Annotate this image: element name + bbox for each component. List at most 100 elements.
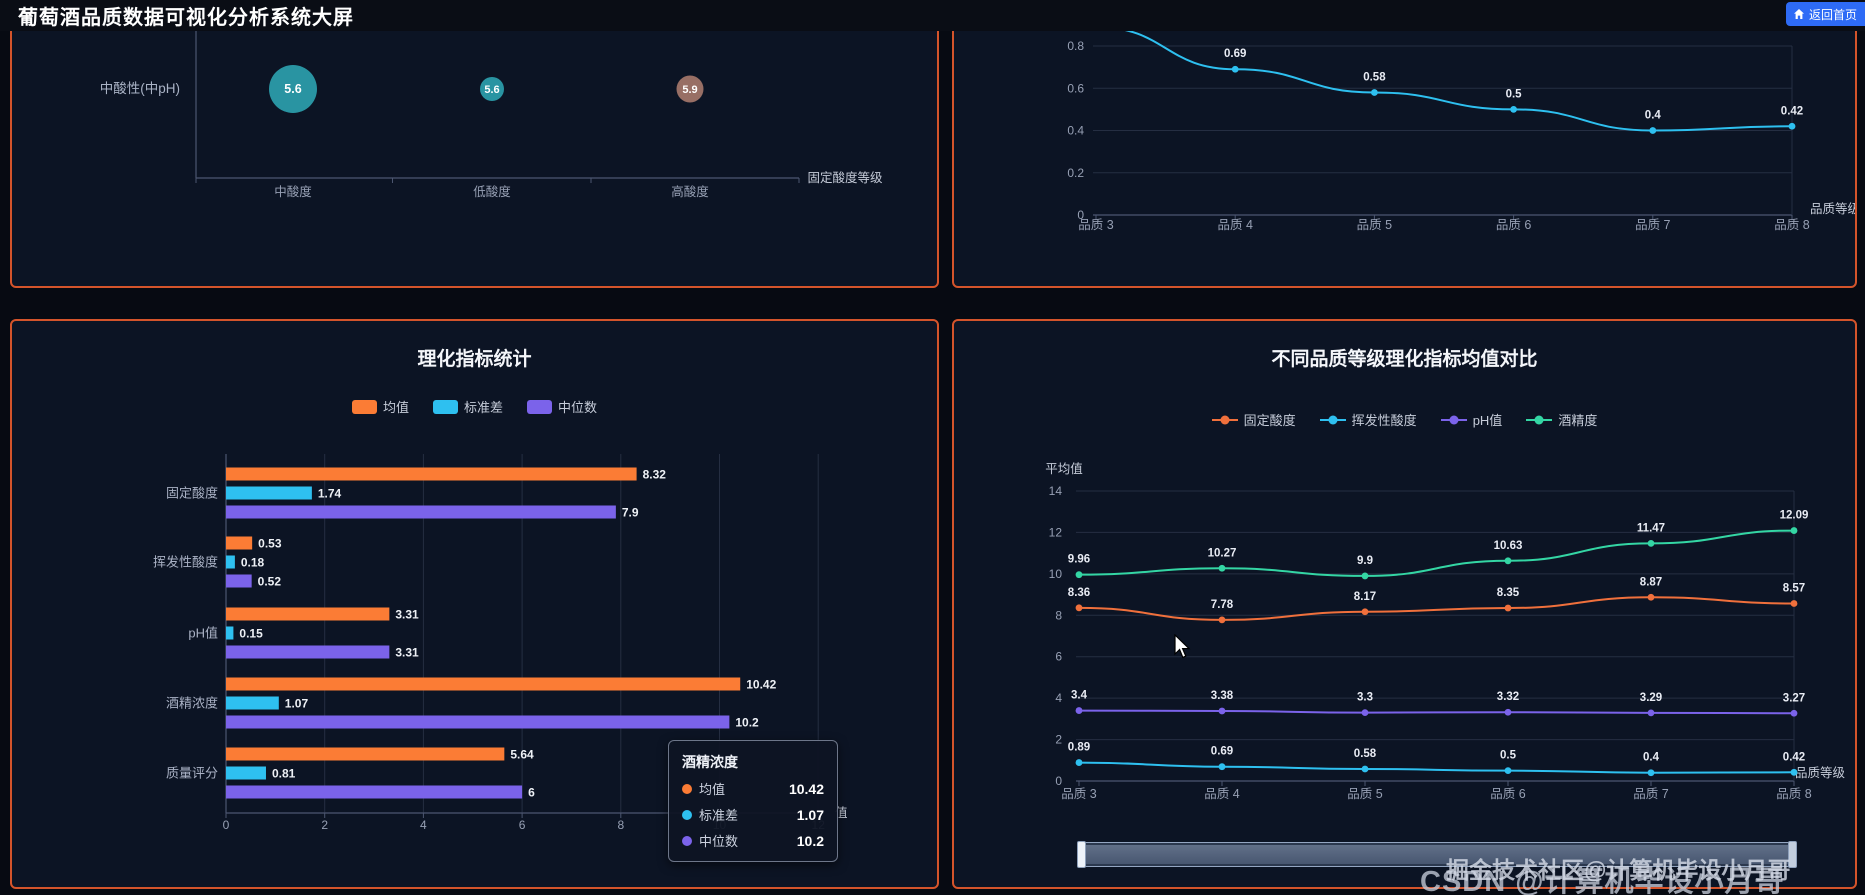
bar[interactable] (226, 766, 266, 780)
value-label: 0.42 (1781, 105, 1803, 117)
chart-tooltip: 酒精浓度 均值 10.42 标准差 1.07 中位数 10.2 (668, 740, 838, 862)
data-point[interactable] (1361, 572, 1369, 580)
bar[interactable] (226, 645, 390, 659)
volatile-by-quality-chart[interactable]: 0 0.2 0.4 0.6 0.8 品质 3 品质 4 品质 5 品质 6 品质 7 品质 8品质等… (954, 0, 1855, 286)
data-zoom-left-handle[interactable] (1077, 841, 1086, 868)
bubble-value-label: 5.6 (484, 84, 499, 96)
series-line (1078, 596, 1795, 621)
bar[interactable] (226, 555, 235, 569)
bubble-point[interactable] (676, 75, 704, 103)
data-point[interactable] (1371, 89, 1378, 96)
series-line (1078, 761, 1795, 774)
stats-bar-chart[interactable]: 024681012值固定酸度挥发性酸度pH值酒精浓度质量评分8.320.533.… (12, 321, 937, 887)
bubble-point[interactable] (269, 65, 317, 113)
value-label: 9.9 (1357, 555, 1373, 567)
data-point[interactable] (1361, 709, 1369, 717)
legend-item-酒精度[interactable]: 酒精度 (1526, 410, 1597, 429)
return-home-button[interactable]: 返回首页 (1785, 2, 1865, 26)
data-point[interactable] (1218, 564, 1226, 572)
bar-series-均值: 8.32 0.53 3.31 10.42 5.64 (226, 467, 777, 762)
bar[interactable] (226, 677, 741, 691)
legend-item-pH值[interactable]: pH值 (1440, 410, 1502, 429)
data-point[interactable] (1218, 616, 1226, 624)
y-category-label: 中酸性(中pH) (100, 81, 180, 96)
data-point[interactable] (1361, 608, 1369, 616)
bar[interactable] (226, 715, 730, 729)
bar[interactable] (226, 696, 279, 710)
bubble-value-label: 5.9 (682, 84, 697, 96)
category-label: pH值 (188, 626, 218, 641)
data-point[interactable] (1790, 600, 1798, 607)
value-label: 0.4 (1645, 110, 1662, 122)
data-point[interactable] (1218, 763, 1226, 771)
legend-item-挥发性酸度[interactable]: 挥发性酸度 (1319, 410, 1417, 429)
legend-item-标准差[interactable]: 标准差 (432, 397, 503, 416)
legend-item-中位数[interactable]: 中位数 (527, 397, 597, 416)
bar[interactable] (226, 747, 505, 761)
value-label: 9.96 (1068, 554, 1090, 566)
data-point[interactable] (1504, 767, 1512, 775)
data-point[interactable] (1075, 759, 1083, 766)
x-tick-label: 品质 8 (1776, 787, 1811, 801)
x-tick-label: 4 (420, 818, 427, 832)
data-point[interactable] (1510, 105, 1517, 113)
tooltip-series-dot (682, 783, 692, 794)
tooltip-row: 中位数 10.2 (682, 831, 824, 850)
bar-value-label: 10.42 (746, 678, 776, 692)
data-point[interactable] (1647, 709, 1655, 717)
data-point[interactable] (1790, 527, 1798, 534)
tooltip-title: 酒精浓度 (682, 754, 738, 770)
data-point[interactable] (1504, 557, 1512, 565)
data-point[interactable] (1649, 127, 1657, 134)
data-point[interactable] (1504, 708, 1512, 716)
x-tick-label: 品质 7 (1633, 787, 1668, 801)
legend-item-固定酸度[interactable]: 固定酸度 (1211, 410, 1296, 429)
compare-line-chart[interactable]: 0 2 4 6 8 10 12 14 品质 3 品质 4 品质 5 品质 6 品质 7 品质 8 品质等级 平… (954, 321, 1855, 887)
bar-value-label: 6 (528, 786, 535, 800)
legend-marker (1211, 415, 1238, 424)
data-point[interactable] (1647, 593, 1655, 601)
bar[interactable] (226, 574, 252, 588)
bar-value-label: 0.52 (258, 575, 282, 589)
data-point[interactable] (1647, 769, 1655, 777)
legend-label: 标准差 (463, 400, 503, 415)
value-label: 3.4 (1071, 690, 1088, 702)
legend-marker (432, 399, 458, 414)
data-point[interactable] (1788, 122, 1796, 130)
bar[interactable] (226, 607, 390, 621)
data-point[interactable] (1504, 604, 1512, 612)
tooltip-row: 标准差 1.07 (682, 805, 824, 824)
data-point[interactable] (1790, 709, 1798, 717)
value-label: 8.36 (1068, 587, 1090, 599)
data-point[interactable] (1647, 540, 1655, 547)
bar[interactable] (226, 505, 616, 519)
tooltip-series-dot (682, 835, 692, 846)
legend-item-均值[interactable]: 均值 (351, 397, 409, 416)
data-zoom-slider[interactable] (1077, 841, 1797, 868)
bar[interactable] (226, 626, 234, 640)
bar[interactable] (226, 467, 637, 481)
home-button-label: 返回首页 (1808, 7, 1857, 22)
data-point[interactable] (1075, 707, 1083, 714)
bar[interactable] (226, 785, 523, 799)
data-point[interactable] (1231, 65, 1239, 73)
data-zoom-right-handle[interactable] (1788, 841, 1797, 868)
data-point[interactable] (1790, 768, 1798, 776)
value-label: 0.69 (1211, 746, 1233, 758)
data-point[interactable] (1075, 571, 1083, 579)
y-tick-label: 4 (1055, 691, 1062, 705)
legend-label: 均值 (382, 400, 409, 415)
legend-marker (1526, 415, 1553, 424)
acidity-bubble-chart[interactable]: 中酸性(中pH) 中酸度 低酸度 高酸度 固定酸度等级 5.6 5.6 5.9 (12, 0, 937, 286)
data-point[interactable] (1075, 604, 1083, 612)
bar[interactable] (226, 536, 253, 550)
y-tick-label: 2 (1055, 733, 1062, 747)
data-point[interactable] (1218, 707, 1226, 715)
bubble-point[interactable] (480, 77, 504, 101)
data-point[interactable] (1361, 765, 1369, 773)
bar-series-中位数: 7.9 0.52 3.31 10.2 6 (226, 505, 759, 800)
legend-marker (1440, 415, 1467, 424)
bar[interactable] (226, 486, 312, 500)
bar-value-label: 1.74 (318, 487, 342, 501)
bubble-value-label: 5.6 (284, 82, 301, 96)
